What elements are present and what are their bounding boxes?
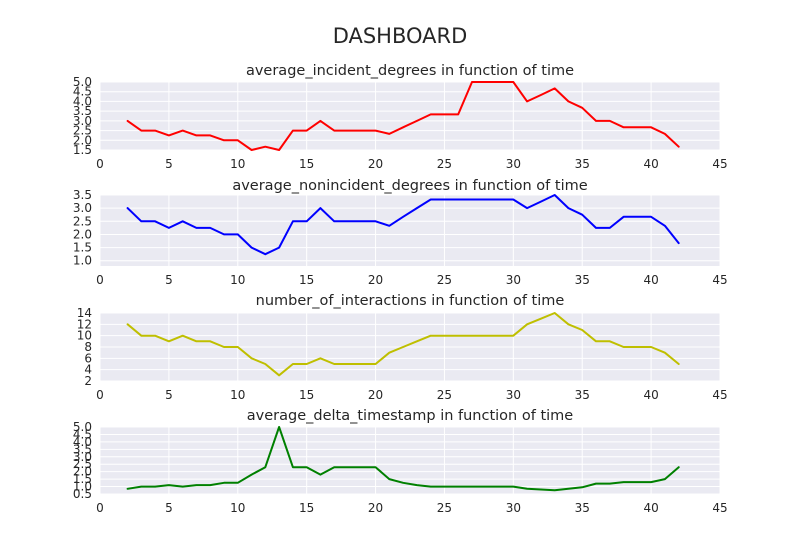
x-tick-label: 30 bbox=[506, 501, 521, 515]
x-tick-label: 35 bbox=[575, 388, 590, 402]
y-tick-label: 3.5 bbox=[73, 442, 92, 456]
plot-area bbox=[100, 82, 720, 150]
x-tick-label: 45 bbox=[712, 388, 727, 402]
y-tick-label: 1.0 bbox=[73, 480, 92, 494]
x-tick-label: 10 bbox=[230, 388, 245, 402]
x-tick-label: 5 bbox=[165, 501, 173, 515]
x-tick-label: 40 bbox=[643, 273, 658, 287]
series-line bbox=[126, 312, 680, 377]
y-tick-label: 14 bbox=[77, 306, 92, 320]
y-tick-label: 4.5 bbox=[73, 85, 92, 99]
x-tick-label: 0 bbox=[96, 273, 104, 287]
x-tick-label: 20 bbox=[368, 388, 383, 402]
x-tick-label: 45 bbox=[712, 157, 727, 171]
series-line bbox=[126, 426, 680, 492]
chart-title: average_incident_degrees in function of … bbox=[246, 63, 574, 79]
y-tick-label: 4.0 bbox=[73, 435, 92, 449]
y-tick-label: 2.5 bbox=[73, 124, 92, 138]
x-tick-label: 5 bbox=[165, 273, 173, 287]
x-tick-label: 45 bbox=[712, 273, 727, 287]
x-tick-label: 30 bbox=[506, 157, 521, 171]
y-tick-label: 1.5 bbox=[73, 241, 92, 255]
y-tick-label: 2.0 bbox=[73, 133, 92, 147]
x-tick-label: 0 bbox=[96, 501, 104, 515]
x-tick-label: 5 bbox=[165, 157, 173, 171]
x-tick-label: 25 bbox=[437, 388, 452, 402]
x-tick-label: 35 bbox=[575, 501, 590, 515]
x-tick-label: 15 bbox=[299, 273, 314, 287]
chart-panel: average_delta_timestamp in function of t… bbox=[73, 408, 728, 515]
y-tick-label: 3.0 bbox=[73, 450, 92, 464]
x-tick-label: 10 bbox=[230, 273, 245, 287]
x-tick-label: 25 bbox=[437, 157, 452, 171]
y-tick-label: 3.0 bbox=[73, 114, 92, 128]
y-tick-label: 0.5 bbox=[73, 487, 92, 501]
y-tick-label: 5.0 bbox=[73, 420, 92, 434]
y-tick-label: 5.0 bbox=[73, 75, 92, 89]
x-tick-label: 0 bbox=[96, 388, 104, 402]
y-tick-label: 4 bbox=[84, 363, 92, 377]
x-tick-label: 20 bbox=[368, 157, 383, 171]
x-tick-label: 20 bbox=[368, 273, 383, 287]
chart-title: average_nonincident_degrees in function … bbox=[232, 178, 587, 194]
y-tick-label: 4.0 bbox=[73, 94, 92, 108]
x-tick-label: 15 bbox=[299, 157, 314, 171]
y-tick-label: 3.0 bbox=[73, 201, 92, 215]
x-tick-label: 10 bbox=[230, 501, 245, 515]
x-tick-label: 10 bbox=[230, 157, 245, 171]
x-tick-label: 40 bbox=[643, 388, 658, 402]
x-tick-label: 30 bbox=[506, 273, 521, 287]
x-tick-label: 20 bbox=[368, 501, 383, 515]
series-line bbox=[126, 194, 680, 256]
y-tick-label: 2.0 bbox=[73, 465, 92, 479]
y-tick-label: 10 bbox=[77, 329, 92, 343]
x-tick-label: 25 bbox=[437, 501, 452, 515]
x-tick-label: 40 bbox=[643, 157, 658, 171]
x-tick-label: 45 bbox=[712, 501, 727, 515]
x-tick-label: 30 bbox=[506, 388, 521, 402]
y-tick-label: 1.0 bbox=[73, 254, 92, 268]
x-tick-label: 40 bbox=[643, 501, 658, 515]
y-tick-label: 2.5 bbox=[73, 457, 92, 471]
y-tick-label: 2.5 bbox=[73, 214, 92, 228]
y-tick-label: 2.0 bbox=[73, 227, 92, 241]
x-tick-label: 35 bbox=[575, 157, 590, 171]
y-tick-label: 12 bbox=[77, 317, 92, 331]
y-tick-label: 3.5 bbox=[73, 104, 92, 118]
y-tick-label: 2 bbox=[84, 374, 92, 388]
y-tick-label: 8 bbox=[84, 340, 92, 354]
chart-panel: average_nonincident_degrees in function … bbox=[73, 178, 728, 287]
y-tick-label: 1.5 bbox=[73, 143, 92, 157]
x-tick-label: 5 bbox=[165, 388, 173, 402]
chart-panels: average_incident_degrees in function of … bbox=[73, 63, 728, 515]
x-tick-label: 35 bbox=[575, 273, 590, 287]
y-tick-label: 3.5 bbox=[73, 188, 92, 202]
x-tick-label: 0 bbox=[96, 157, 104, 171]
y-tick-label: 6 bbox=[84, 351, 92, 365]
chart-panel: average_incident_degrees in function of … bbox=[73, 63, 728, 171]
chart-panel: number_of_interactions in function of ti… bbox=[77, 293, 728, 402]
x-tick-label: 25 bbox=[437, 273, 452, 287]
dashboard-title: DASHBOARD bbox=[333, 24, 468, 48]
chart-title: number_of_interactions in function of ti… bbox=[256, 293, 565, 309]
y-tick-label: 4.5 bbox=[73, 427, 92, 441]
y-tick-label: 1.5 bbox=[73, 472, 92, 486]
x-tick-label: 15 bbox=[299, 388, 314, 402]
series-line bbox=[126, 81, 680, 151]
chart-title: average_delta_timestamp in function of t… bbox=[247, 408, 573, 424]
x-tick-label: 15 bbox=[299, 501, 314, 515]
plot-area bbox=[100, 195, 720, 266]
